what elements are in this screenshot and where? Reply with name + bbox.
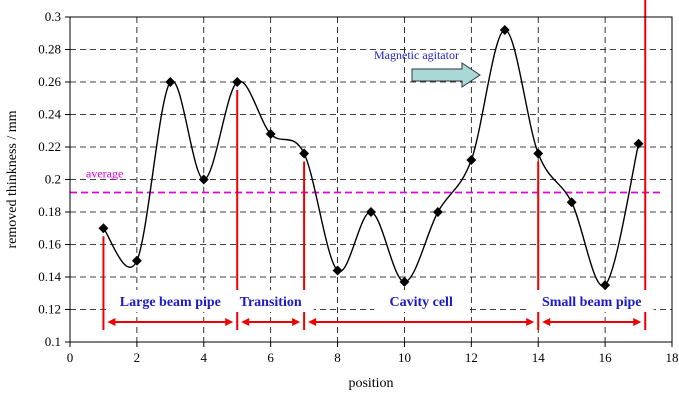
region-label: Cavity cell xyxy=(389,295,452,310)
region-label-background xyxy=(529,290,654,312)
magnetic-agitator-annotation: Magnetic agitator xyxy=(374,48,481,88)
data-point xyxy=(366,207,376,217)
y-tick-label: 0.28 xyxy=(38,42,61,57)
average-label: average xyxy=(86,167,123,181)
x-tick-label: 18 xyxy=(666,350,679,365)
data-point xyxy=(265,129,276,139)
x-tick-label: 2 xyxy=(134,350,141,365)
x-tick-label: 4 xyxy=(201,350,208,365)
region-label-background xyxy=(227,290,314,312)
x-tick-label: 12 xyxy=(465,350,478,365)
region-arrow-head-left xyxy=(241,318,250,326)
region-label-background xyxy=(108,290,233,312)
x-axis-label: position xyxy=(348,376,393,391)
y-tick-label: 0.18 xyxy=(38,204,61,219)
region-annotations: Large beam pipe Transition Cavity cell Smal… xyxy=(107,290,654,326)
region-arrow-head-right xyxy=(526,318,535,326)
data-point xyxy=(165,77,176,87)
y-axis-label: removed thinkness / mm xyxy=(5,110,20,248)
y-tick-label: 0.2 xyxy=(45,172,61,187)
y-tick-label: 0.1 xyxy=(45,334,61,349)
series-line xyxy=(102,29,640,287)
data-series xyxy=(98,25,644,291)
average-line-group: average xyxy=(70,167,660,194)
region-label-background xyxy=(374,290,468,312)
x-tick-label: 16 xyxy=(599,350,613,365)
y-tick-label: 0.22 xyxy=(38,139,61,154)
x-tick-label: 10 xyxy=(398,350,411,365)
data-point xyxy=(131,255,142,266)
data-point xyxy=(533,148,544,159)
region-label: Small beam pipe xyxy=(542,295,642,310)
data-point xyxy=(466,155,477,165)
y-tick-label: 0.14 xyxy=(38,269,61,284)
axis-ticks: 0 2 4 6 8 10 12 14 16 18 0.1 0.12 0.14 0.16 0.18 0.2 0.2… xyxy=(38,9,678,365)
annotation-arrow xyxy=(411,62,481,88)
y-tick-label: 0.26 xyxy=(38,74,61,89)
region-arrow-head-left xyxy=(308,318,317,326)
data-point xyxy=(232,77,243,87)
data-point xyxy=(399,276,410,287)
data-point xyxy=(332,265,343,276)
x-tick-label: 0 xyxy=(67,350,74,365)
region-arrow-head-right xyxy=(292,318,301,326)
region-label: Large beam pipe xyxy=(120,295,221,310)
data-point xyxy=(566,197,577,208)
data-point xyxy=(633,138,644,149)
x-tick-label: 14 xyxy=(532,350,546,365)
data-point xyxy=(299,148,310,159)
y-tick-label: 0.24 xyxy=(38,107,61,122)
region-arrow-head-right xyxy=(633,318,642,326)
y-tick-label: 0.16 xyxy=(38,237,61,252)
region-arrow-head-left xyxy=(107,318,116,326)
y-tick-label: 0.12 xyxy=(38,302,61,317)
region-arrow-head-right xyxy=(225,318,234,326)
annotation-label: Magnetic agitator xyxy=(374,48,459,62)
data-point xyxy=(600,280,611,291)
data-point xyxy=(432,207,443,217)
region-label: Transition xyxy=(240,295,302,310)
x-tick-label: 8 xyxy=(334,350,341,365)
region-arrow-head-left xyxy=(542,318,551,326)
y-tick-label: 0.3 xyxy=(45,9,61,24)
data-point xyxy=(198,174,209,185)
x-tick-label: 6 xyxy=(267,350,274,365)
data-point xyxy=(98,223,109,234)
